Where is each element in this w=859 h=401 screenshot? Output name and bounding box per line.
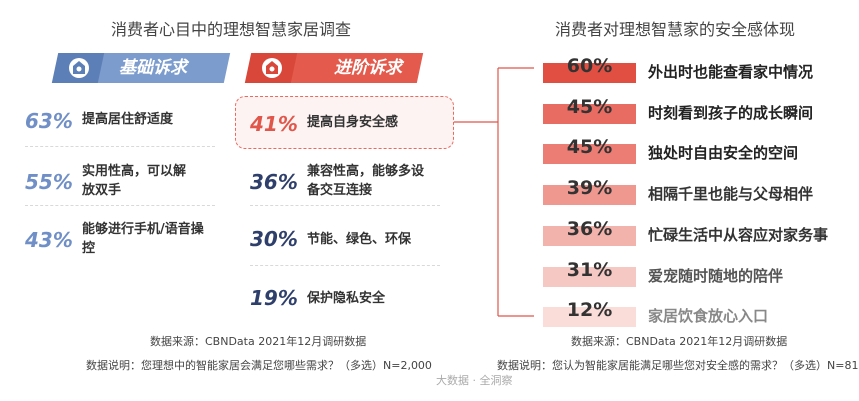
- bar-value-label: 12%: [566, 299, 613, 321]
- advanced-item-pct: 30%: [250, 227, 298, 251]
- bar: [543, 307, 636, 327]
- category-label: 外出时也能查看家中情况: [648, 63, 814, 81]
- advanced-item-text: 兼容性高，能够多设备交互连接: [307, 164, 425, 198]
- bar: [543, 185, 636, 205]
- advanced-item-pct: 41%: [250, 112, 298, 136]
- basic-needs-badge: 基础诉求: [51, 53, 231, 83]
- advanced-item-pct: 19%: [250, 286, 298, 310]
- divider: [250, 265, 440, 266]
- basic-item-pct: 43%: [25, 228, 73, 252]
- basic-item-text: 能够进行手机/语音操控: [82, 222, 204, 256]
- bar-value-label: 45%: [566, 136, 613, 158]
- bar: [543, 226, 636, 246]
- category-label: 独处时自由安全的空间: [648, 144, 799, 162]
- connector-bracket: [454, 67, 534, 317]
- basic-item-pct: 63%: [25, 109, 73, 133]
- divider: [25, 205, 215, 206]
- advanced-item-text: 保护隐私安全: [307, 291, 386, 306]
- bar-value-label: 31%: [566, 259, 613, 281]
- category-label: 忙碌生活中从容应对家务事: [648, 226, 829, 244]
- right-source: 数据来源：CBNData 2021年12月调研数据: [571, 335, 788, 348]
- smart-home-icon: [69, 58, 89, 78]
- basic-item-text: 实用性高，可以解放双手: [82, 164, 187, 198]
- advanced-needs-label: 进阶诉求: [334, 58, 402, 78]
- bar-value-label: 60%: [566, 55, 613, 77]
- left-note: 数据说明：您理想中的智能家居会满足您哪些需求？（多选）N=2,000: [86, 359, 432, 372]
- category-label: 相隔千里也能与父母相伴: [648, 185, 814, 203]
- left-chart-title: 消费者心目中的理想智慧家居调查: [111, 20, 352, 39]
- right-note: 数据说明：您认为智能家居能满足哪些您对安全感的需求？（多选）N=813: [497, 359, 859, 372]
- advanced-needs-badge: 进阶诉求: [244, 53, 424, 83]
- bar: [543, 267, 636, 287]
- bar-value-label: 39%: [566, 177, 613, 199]
- left-source: 数据来源：CBNData 2021年12月调研数据: [150, 335, 367, 348]
- bar-value-label: 45%: [566, 96, 613, 118]
- advanced-item-pct: 36%: [250, 170, 298, 194]
- basic-needs-label: 基础诉求: [119, 58, 187, 78]
- basic-item-pct: 55%: [25, 170, 73, 194]
- divider: [25, 146, 215, 147]
- divider: [250, 205, 440, 206]
- bar-value-label: 36%: [566, 218, 613, 240]
- bar: [543, 104, 636, 124]
- bar: [543, 144, 636, 164]
- basic-item-text: 提高居住舒适度: [82, 112, 174, 127]
- category-label: 爱宠随时随地的陪伴: [648, 267, 784, 285]
- advanced-item-text: 节能、绿色、环保: [307, 232, 412, 247]
- advanced-item-text: 提高自身安全感: [307, 115, 399, 130]
- category-label: 家居饮食放心入口: [648, 307, 769, 325]
- highlight-box: [235, 96, 454, 149]
- bar: [543, 63, 636, 83]
- smart-home-icon: [262, 58, 282, 78]
- right-chart-title: 消费者对理想智慧家的安全感体现: [555, 20, 796, 39]
- watermark: 大数据 · 全洞察: [436, 374, 513, 387]
- category-label: 时刻看到孩子的成长瞬间: [648, 104, 814, 122]
